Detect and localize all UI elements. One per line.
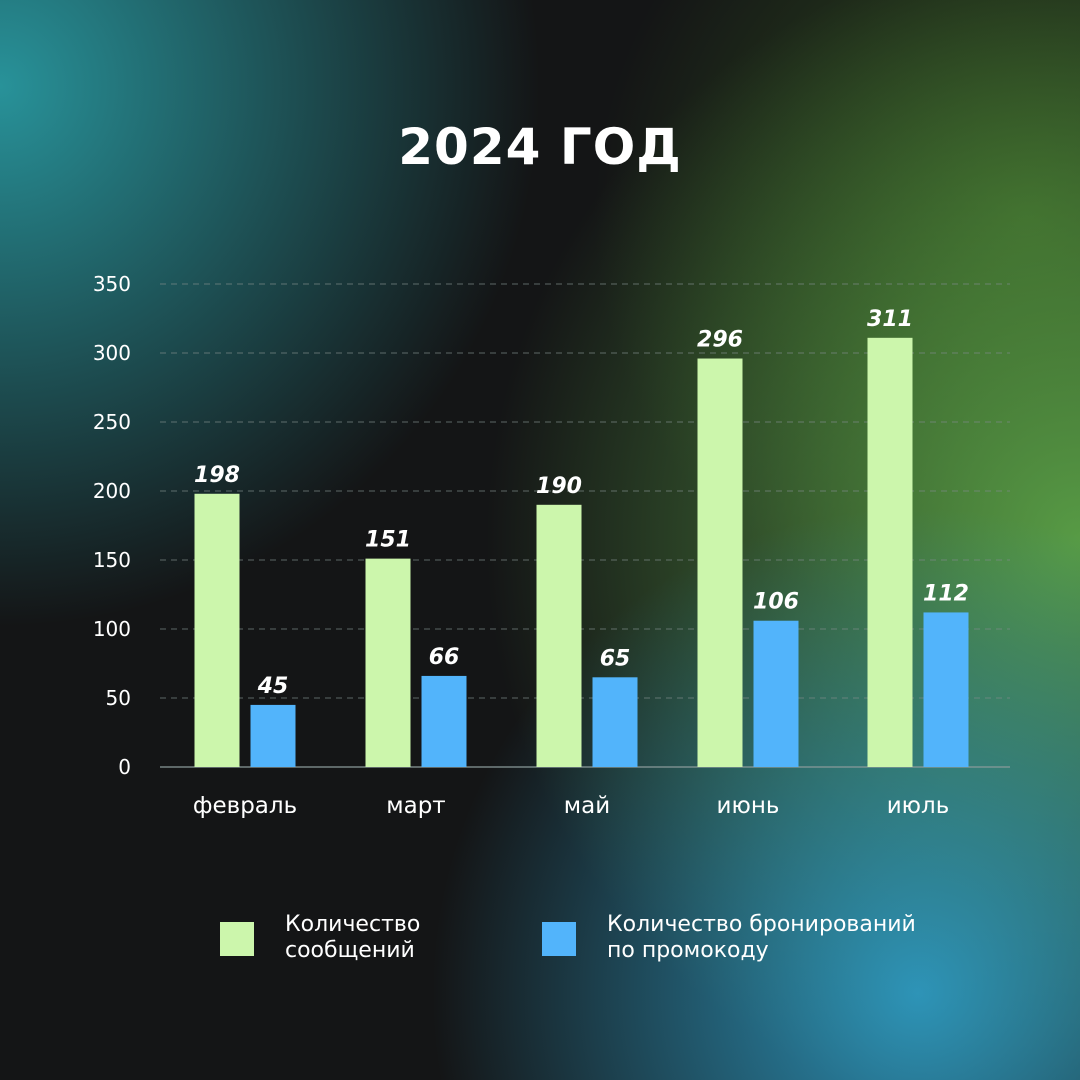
legend-item-bookings: Количество бронирований по промокоду: [542, 912, 947, 964]
legend-label-bookings: Количество бронирований по промокоду: [607, 912, 916, 963]
x-tick-label: май: [564, 793, 610, 819]
y-tick-label: 0: [118, 755, 131, 779]
data-label: 66: [429, 645, 460, 670]
bar-bookings: [923, 612, 969, 767]
bar-messages: [194, 493, 240, 767]
y-tick-label: 50: [106, 686, 131, 710]
data-label: 151: [365, 528, 411, 553]
bar-messages: [697, 358, 743, 767]
legend-label-messages: Количество сообщений: [285, 912, 421, 963]
y-tick-label: 150: [93, 548, 131, 572]
x-tick-label: март: [386, 793, 445, 819]
data-label: 112: [923, 581, 969, 606]
y-tick-label: 350: [93, 272, 131, 296]
bar-bookings: [421, 675, 467, 767]
legend-swatch-bookings: [542, 922, 576, 956]
y-tick-label: 250: [93, 410, 131, 434]
bar-bookings: [592, 677, 638, 767]
legend-item-messages: Количество сообщений: [220, 912, 625, 964]
x-tick-label: июнь: [717, 793, 780, 819]
bar-bookings: [250, 704, 296, 767]
data-label: 198: [194, 463, 240, 488]
data-label: 106: [753, 590, 799, 615]
bar-messages: [536, 504, 582, 767]
chart-title: 2024 ГОД: [398, 118, 682, 176]
bar-messages: [867, 337, 913, 767]
bar-messages: [365, 558, 411, 767]
data-label: 65: [600, 646, 631, 671]
y-tick-label: 300: [93, 341, 131, 365]
y-tick-label: 100: [93, 617, 131, 641]
data-label: 296: [697, 328, 743, 353]
legend-swatch-messages: [220, 922, 254, 956]
x-tick-label: июль: [887, 793, 950, 819]
y-tick-label: 200: [93, 479, 131, 503]
x-tick-label: февраль: [193, 793, 297, 819]
data-label: 311: [867, 307, 913, 332]
data-label: 190: [536, 474, 582, 499]
bar-bookings: [753, 620, 799, 767]
data-label: 45: [257, 674, 289, 699]
